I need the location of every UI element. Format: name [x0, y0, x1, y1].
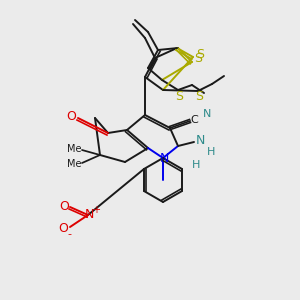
Text: N: N	[84, 208, 94, 220]
Text: N: N	[203, 109, 211, 119]
Text: C: C	[190, 115, 198, 125]
Text: S: S	[196, 47, 204, 61]
Text: O: O	[59, 200, 69, 212]
Text: N: N	[159, 152, 169, 166]
Text: Me: Me	[67, 159, 81, 169]
Text: S: S	[175, 89, 183, 103]
Text: H: H	[192, 160, 200, 170]
Text: S: S	[194, 52, 202, 64]
Text: O: O	[66, 110, 76, 124]
Text: S: S	[195, 89, 203, 103]
Text: Me: Me	[67, 144, 81, 154]
Text: H: H	[207, 147, 215, 157]
Text: O: O	[58, 221, 68, 235]
Text: +: +	[92, 205, 100, 215]
Text: -: -	[67, 229, 71, 239]
Text: N: N	[195, 134, 205, 146]
